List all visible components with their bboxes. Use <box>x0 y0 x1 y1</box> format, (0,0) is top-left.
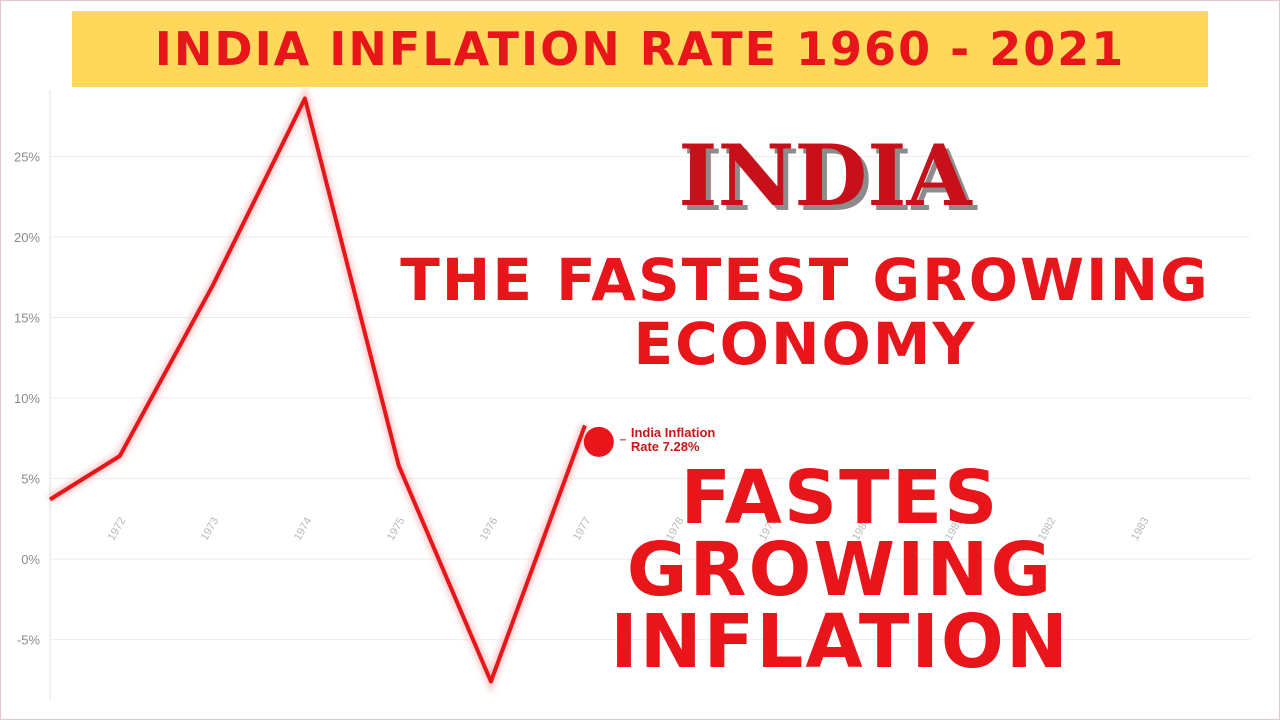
series-line-glow <box>47 85 590 694</box>
x-tick-label: 1973 <box>199 516 222 543</box>
callout-label-line-1: India Inflation <box>631 425 716 440</box>
tagline: THE FASTEST GROWING ECONOMY <box>390 248 1220 376</box>
y-tick-label: 20% <box>14 230 40 245</box>
y-tick-label: 0% <box>21 552 40 567</box>
y-tick-label: 10% <box>14 391 40 406</box>
page-title: INDIA INFLATION RATE 1960 - 2021 <box>154 22 1126 76</box>
bottom-headline: FASTES GROWING INFLATION <box>560 455 1120 685</box>
bottom-headline-line-2: GROWING <box>626 527 1054 613</box>
y-tick-label: 15% <box>14 311 40 326</box>
current-value-dot <box>583 426 614 457</box>
y-tick-label: -5% <box>17 633 41 648</box>
tagline-line-2: ECONOMY <box>633 310 977 378</box>
tagline-line-1: THE FASTEST GROWING <box>400 246 1210 314</box>
x-tick-label: 1972 <box>106 516 129 543</box>
x-tick-label: 1976 <box>478 516 501 543</box>
bottom-headline-line-1: FASTES <box>680 455 1000 541</box>
gridlines <box>50 155 1250 641</box>
title-banner: INDIA INFLATION RATE 1960 - 2021 <box>72 11 1208 87</box>
y-tick-label: 25% <box>14 149 40 164</box>
x-tick-label: 1974 <box>292 516 315 543</box>
x-tick-label: 1975 <box>385 516 408 543</box>
y-tick-labels: -5% 0% 5% 10% 15% 20% 25% <box>14 149 40 647</box>
headline-india: INDIA <box>678 126 972 225</box>
callout-label-line-2: Rate 7.28% <box>631 439 700 454</box>
x-tick-label: 1983 <box>1129 516 1152 543</box>
series-line <box>48 96 587 684</box>
y-tick-label: 5% <box>21 472 40 487</box>
bottom-headline-line-3: INFLATION <box>610 599 1070 685</box>
